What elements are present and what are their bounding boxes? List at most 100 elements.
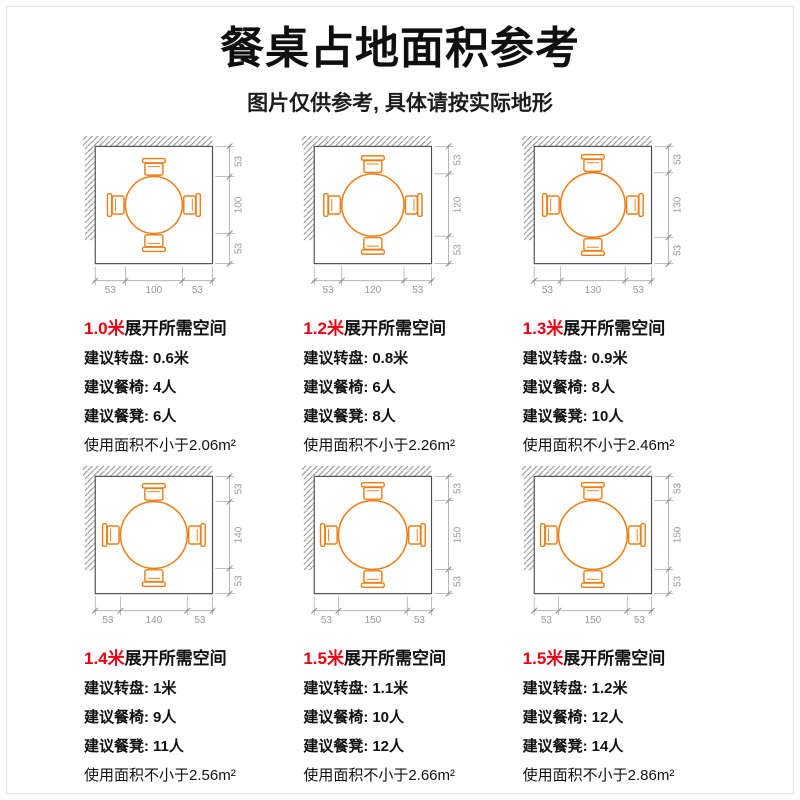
size-label: 1.0米 <box>84 318 125 338</box>
dim-tick <box>665 142 672 150</box>
spec-label: 建议餐椅: <box>303 708 369 726</box>
chair-icon <box>580 481 605 500</box>
heading-text: 展开所需空间 <box>343 648 446 668</box>
spec-value: 12人 <box>591 708 624 726</box>
chair-icon <box>141 157 166 176</box>
dimension-label: 150 <box>453 526 464 543</box>
dimension-label: 53 <box>321 615 333 626</box>
spec-row: 建议转盘: 0.8米 <box>303 347 503 368</box>
spec-label: 建议餐凳: <box>522 407 588 425</box>
room-diagram: 53 140 53 53 140 53 <box>82 465 245 626</box>
room-diagram: 53 150 53 53 150 53 <box>302 465 464 626</box>
dimension-label: 130 <box>584 285 601 296</box>
dim-tick <box>209 277 216 284</box>
page-title: 餐桌占地面积参考 <box>220 24 580 73</box>
panel-heading: 1.0米展开所需空间 <box>84 314 284 339</box>
spec-value: 1米 <box>153 679 177 697</box>
dimension-label: 53 <box>672 153 683 165</box>
dim-tick <box>445 232 453 239</box>
dimension-label: 53 <box>413 285 425 296</box>
area-note: 使用面积不小于2.66m² <box>303 766 456 784</box>
dim-tick <box>665 497 672 504</box>
dim-tick <box>665 472 672 480</box>
heading-text: 展开所需空间 <box>563 318 666 338</box>
chair-icon <box>187 522 206 547</box>
dim-tick <box>621 277 629 284</box>
spec-row: 建议餐椅: 4人 <box>84 376 284 397</box>
dimension-label: 53 <box>453 154 464 166</box>
dimension-label: 150 <box>584 615 601 626</box>
spec-label: 建议转盘: <box>303 679 369 697</box>
dimension-label: 53 <box>192 285 204 296</box>
spec-value: 0.6米 <box>153 349 189 367</box>
dimension-label: 53 <box>542 285 554 296</box>
dim-tick <box>338 277 346 284</box>
spec-value: 6人 <box>372 378 396 396</box>
dimension-label: 53 <box>672 482 683 494</box>
table-icon <box>559 171 626 238</box>
wall-hatch-top <box>521 465 652 476</box>
panel-card: 53 100 53 53 100 53 1.0米展开所需空间 建议转盘: 0.6米 建议餐椅: 4人… <box>76 135 284 455</box>
dim-tick <box>623 607 631 614</box>
wall-hatch-left <box>523 145 534 240</box>
table-icon <box>119 500 189 569</box>
spec-label: 建议餐凳: <box>303 407 369 425</box>
chair-icon <box>405 192 424 217</box>
dimension-label: 53 <box>323 285 335 296</box>
chair-icon <box>580 153 605 172</box>
wall-hatch-top <box>302 135 432 146</box>
spec-label: 建议餐椅: <box>303 378 369 396</box>
dim-tick <box>226 472 233 480</box>
chair-icon <box>625 192 644 217</box>
spec-value: 1.2米 <box>591 679 628 697</box>
spec-label: 建议餐椅: <box>84 708 149 726</box>
spec-label: 建议餐椅: <box>522 708 588 726</box>
spec-row: 建议转盘: 1.1米 <box>303 677 503 698</box>
dimension-label: 130 <box>672 196 683 213</box>
dim-tick <box>179 277 186 284</box>
dimension-label: 140 <box>234 526 245 543</box>
spec-label: 建议转盘: <box>522 349 588 367</box>
spec-value: 9人 <box>153 708 177 726</box>
dim-tick <box>445 142 453 150</box>
dimension-label: 53 <box>194 615 206 626</box>
dim-tick <box>226 564 233 572</box>
heading-text: 展开所需空间 <box>124 318 227 338</box>
chair-icon <box>183 192 202 217</box>
spec-label: 建议餐椅: <box>84 378 149 396</box>
dimension-label: 120 <box>453 196 464 213</box>
size-label: 1.5米 <box>303 648 344 668</box>
spec-label: 建议餐凳: <box>84 737 149 755</box>
chair-icon <box>106 192 125 217</box>
size-label: 1.2米 <box>303 318 344 338</box>
wall-hatch-top <box>82 135 213 146</box>
chair-icon <box>323 192 342 217</box>
dimension-label: 53 <box>672 244 683 256</box>
dim-tick <box>665 565 672 573</box>
dim-tick <box>665 260 672 267</box>
wall-hatch-left <box>304 475 315 570</box>
spec-row: 建议餐凳: 6人 <box>84 405 284 426</box>
dim-tick <box>428 277 436 284</box>
spec-row: 建议餐椅: 8人 <box>523 376 723 397</box>
dimension-label: 53 <box>453 243 464 255</box>
spec-label: 建议转盘: <box>303 349 369 367</box>
room-diagram: 53 120 53 53 120 53 <box>302 135 464 296</box>
dim-tick <box>557 277 564 284</box>
dim-tick <box>401 277 408 284</box>
dim-tick <box>530 607 538 614</box>
dim-tick <box>665 233 672 241</box>
room-diagram: 53 150 53 53 150 53 <box>521 465 683 626</box>
spec-row: 建议餐凳: 12人 <box>303 735 503 756</box>
dimension-label: 140 <box>146 615 163 626</box>
dimension-label: 53 <box>634 615 646 626</box>
dim-tick <box>311 607 318 614</box>
wall-hatch-top <box>521 135 652 146</box>
spec-row: 建议餐凳: 11人 <box>84 735 284 756</box>
spec-value: 4人 <box>153 378 177 396</box>
spec-row: 建议转盘: 0.9米 <box>523 347 723 368</box>
spec-row: 建议餐椅: 6人 <box>303 376 503 397</box>
page-subtitle: 图片仅供参考, 具体请按实际地形 <box>247 91 553 115</box>
dimension-label: 53 <box>453 482 464 494</box>
chair-icon <box>101 522 120 547</box>
